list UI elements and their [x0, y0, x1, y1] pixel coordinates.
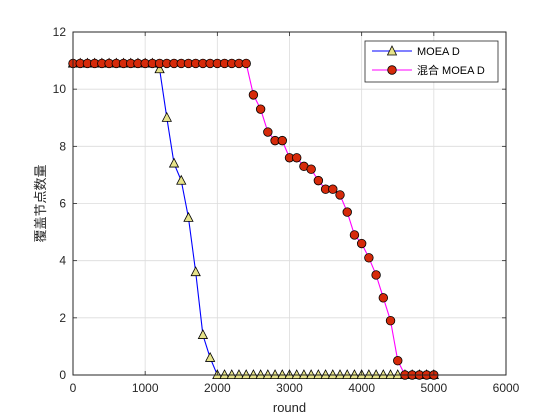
legend-entry-hybrid-moea-d: 混合 MOEA D [372, 63, 485, 77]
data-point-moea-d [204, 351, 216, 362]
x-tick-label: 1000 [132, 381, 159, 395]
x-axis-label: round [273, 400, 306, 415]
data-point-hybrid-moea-d [364, 253, 374, 263]
data-point-moea-d [363, 369, 375, 380]
data-point-hybrid-moea-d [349, 230, 360, 240]
x-tick-label: 6000 [493, 381, 520, 395]
data-point-moea-d [378, 369, 389, 380]
data-point-moea-d [298, 369, 310, 380]
data-point-moea-d [320, 369, 331, 380]
data-point-hybrid-moea-d [292, 153, 302, 163]
y-tick-label: 0 [59, 368, 66, 382]
legend-marker-triangle [386, 45, 398, 56]
data-point-hybrid-moea-d [306, 164, 316, 174]
data-point-moea-d [233, 369, 245, 380]
x-tick-label: 0 [70, 381, 77, 395]
data-point-moea-d [248, 369, 259, 380]
x-tick-label: 4000 [348, 381, 375, 395]
data-point-moea-d [370, 369, 382, 380]
data-point-hybrid-moea-d [393, 356, 403, 366]
legend: MOEA D 混合 MOEA D [364, 40, 499, 83]
data-point-moea-d [183, 211, 194, 222]
y-tick-label: 6 [59, 197, 66, 211]
data-point-moea-d [269, 369, 281, 380]
data-point-hybrid-moea-d [255, 104, 266, 114]
legend-marker-circle [387, 65, 397, 75]
data-point-moea-d [291, 369, 302, 380]
data-point-moea-d [392, 369, 403, 380]
data-point-hybrid-moea-d [313, 175, 324, 186]
data-point-moea-d [219, 369, 230, 380]
data-point-moea-d [168, 157, 180, 168]
data-point-moea-d [349, 369, 360, 380]
data-point-moea-d [226, 369, 237, 380]
x-tick-label: 2000 [204, 381, 231, 395]
data-point-moea-d [342, 369, 353, 380]
data-point-moea-d [313, 369, 324, 380]
data-point-moea-d [161, 111, 172, 122]
data-point-hybrid-moea-d [371, 270, 381, 280]
data-point-hybrid-moea-d [378, 293, 389, 303]
legend-box [364, 40, 499, 83]
y-tick-label: 4 [59, 254, 66, 268]
data-point-hybrid-moea-d [241, 58, 251, 69]
tick-layer: 0 1000 2000 3000 4000 5000 6000 0 2 4 6 8 10 12 [53, 25, 520, 395]
data-point-moea-d [277, 369, 288, 380]
data-point-hybrid-moea-d [277, 135, 287, 146]
data-point-hybrid-moea-d [385, 315, 396, 326]
x-tick-label: 3000 [276, 381, 303, 395]
data-point-moea-d [255, 369, 266, 380]
y-tick-label: 8 [59, 139, 66, 153]
legend-label-hybrid-moea-d: 混合 MOEA D [417, 63, 485, 77]
data-point-hybrid-moea-d [342, 207, 352, 217]
legend-label-moea-d: MOEA D [417, 46, 460, 58]
legend-entry-moea-d: MOEA D [372, 45, 460, 58]
data-point-moea-d [334, 369, 346, 380]
data-point-hybrid-moea-d [263, 127, 273, 137]
data-point-hybrid-moea-d [335, 190, 345, 200]
data-point-hybrid-moea-d [328, 184, 338, 194]
data-point-moea-d [154, 63, 165, 74]
data-point-hybrid-moea-d [356, 238, 367, 249]
y-tick-label: 12 [53, 25, 67, 39]
data-point-moea-d [327, 369, 338, 380]
x-tick-label: 5000 [420, 381, 447, 395]
data-point-hybrid-moea-d [248, 90, 259, 100]
data-point-moea-d [190, 266, 201, 277]
data-point-moea-d [305, 369, 317, 380]
grid-lines [73, 32, 506, 375]
data-point-moea-d [385, 369, 396, 380]
data-point-moea-d [241, 369, 252, 380]
data-point-moea-d [197, 329, 209, 339]
data-point-moea-d [176, 174, 187, 185]
y-tick-label: 2 [59, 311, 66, 325]
data-point-moea-d [262, 369, 274, 380]
y-tick-label: 10 [53, 82, 67, 96]
y-axis-label: 覆盖节点数量 [33, 164, 48, 242]
